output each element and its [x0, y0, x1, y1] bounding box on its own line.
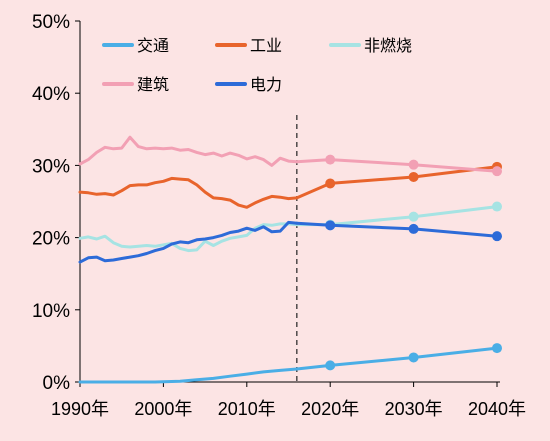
x-tick-label: 2040年 [468, 399, 526, 419]
series-marker [325, 360, 336, 371]
y-tick-label: 0% [43, 373, 71, 394]
series-line-historical [78, 220, 299, 264]
series-group [78, 135, 502, 384]
legend-label: 电力 [250, 76, 282, 94]
legend-label: 工业 [250, 37, 282, 55]
series-marker [408, 352, 419, 363]
y-tick-label: 10% [32, 301, 70, 322]
series-marker [492, 343, 502, 354]
series-marker [408, 159, 419, 170]
series-line-historical [78, 176, 299, 209]
series-1 [78, 161, 502, 209]
y-tick-label: 50% [32, 12, 70, 33]
series-line-forecast [295, 221, 499, 238]
legend-item: 建筑 [102, 76, 169, 94]
series-marker [492, 201, 502, 212]
legend-item: 非燃烧 [329, 37, 412, 55]
series-0 [78, 343, 502, 384]
series-line-forecast [295, 346, 499, 371]
y-tick-label: 30% [32, 156, 70, 177]
axes: 0% 10% 20% 30% 40% 50% 1990年 2000年 2010年 2020年 203… [32, 12, 526, 419]
series-line-historical [78, 367, 299, 384]
x-tick-label: 2010年 [218, 399, 276, 419]
series-line-historical [78, 222, 299, 253]
series-marker [492, 231, 502, 242]
legend-item: 交通 [102, 37, 169, 55]
series-marker [492, 166, 502, 177]
series-line-forecast [295, 158, 499, 173]
legend-item: 电力 [215, 76, 282, 94]
series-marker [325, 154, 336, 165]
series-4 [78, 220, 502, 264]
series-marker [408, 223, 419, 234]
series-marker [408, 171, 419, 182]
legend-label: 建筑 [137, 76, 169, 94]
series-marker [325, 220, 336, 231]
x-tick-label: 2020年 [301, 399, 359, 419]
series-marker [408, 211, 419, 222]
legend-item: 工业 [215, 37, 282, 55]
y-tick-label: 40% [32, 84, 70, 105]
x-tick-label: 1990年 [51, 399, 109, 419]
series-2 [78, 201, 502, 253]
series-marker [325, 178, 336, 189]
y-tick-label: 20% [32, 229, 70, 250]
legend-label: 交通 [137, 37, 169, 55]
x-tick-label: 2000年 [134, 399, 192, 419]
series-line-forecast [295, 165, 499, 200]
x-tick-label: 2030年 [385, 399, 443, 419]
legend-label: 非燃烧 [364, 37, 412, 55]
series-line-historical [78, 135, 299, 167]
series-3 [78, 135, 502, 177]
